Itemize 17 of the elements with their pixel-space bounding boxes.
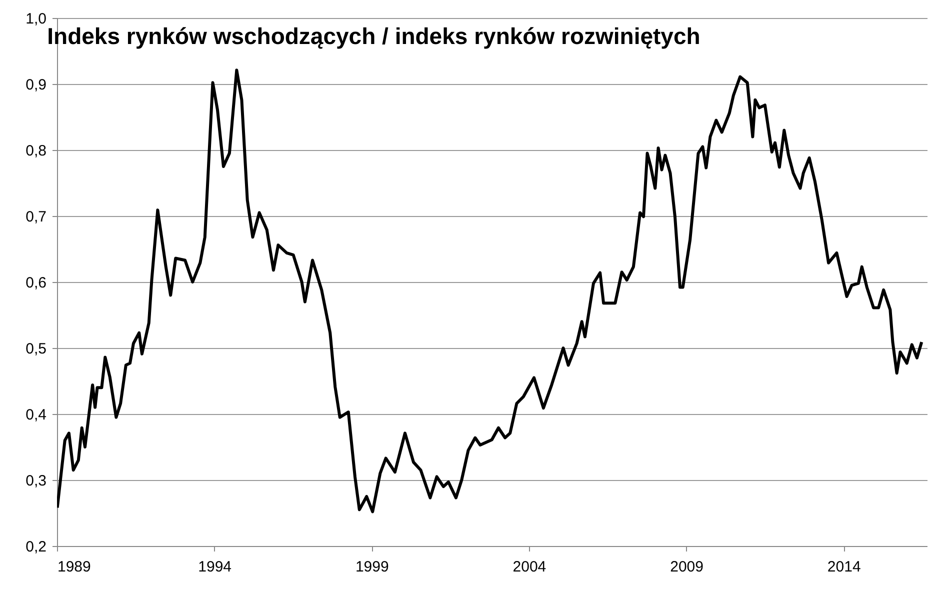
y-tick-label: 0,5 xyxy=(26,340,46,358)
y-tick-label: 0,6 xyxy=(26,274,46,292)
x-tick-label: 2009 xyxy=(670,558,704,576)
x-tick-label: 1989 xyxy=(58,558,91,576)
y-tick-label: 0,2 xyxy=(26,538,46,556)
y-tick-label: 0,9 xyxy=(26,76,46,94)
y-tick-label: 0,3 xyxy=(26,472,46,490)
y-tick-label: 0,7 xyxy=(26,208,46,226)
y-tick-label: 0,4 xyxy=(26,406,46,424)
line-series xyxy=(57,68,924,514)
x-tick-label: 2004 xyxy=(512,558,546,576)
y-tick-label: 1,0 xyxy=(26,10,46,28)
chart-title: Indeks rynków wschodzących / indeks rynków rozwiniętych xyxy=(47,23,700,49)
x-tick-label: 1999 xyxy=(355,558,389,576)
y-tick-label: 0,8 xyxy=(26,142,46,160)
x-tick-label: 2014 xyxy=(827,558,861,576)
x-tick-label: 1994 xyxy=(198,558,232,576)
